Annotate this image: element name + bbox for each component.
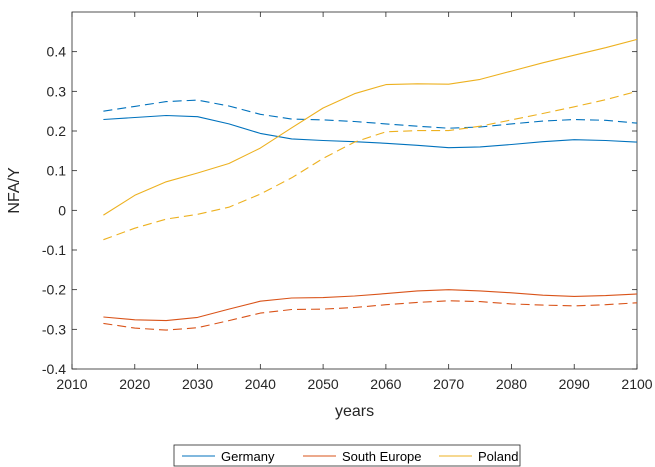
x-tick-label: 2080 bbox=[496, 376, 527, 392]
series-line-0-solid bbox=[103, 114, 638, 149]
y-tick-label: 0 bbox=[58, 202, 66, 218]
series-lines bbox=[103, 38, 638, 331]
x-tick-label: 2050 bbox=[308, 376, 339, 392]
series-line-2-solid bbox=[103, 289, 638, 322]
legend-label: Germany bbox=[221, 449, 275, 464]
y-tick-label: -0.4 bbox=[42, 361, 66, 377]
x-tick-label: 2040 bbox=[245, 376, 276, 392]
x-tick-label: 2090 bbox=[559, 376, 590, 392]
plot-frame bbox=[71, 11, 638, 370]
legend-box bbox=[173, 444, 521, 467]
series-line-3-dashed bbox=[103, 300, 638, 331]
y-tick-label: 0.2 bbox=[47, 123, 67, 139]
y-tick-label: -0.3 bbox=[42, 321, 66, 337]
x-tick-label: 2060 bbox=[370, 376, 401, 392]
y-tick-label: 0.3 bbox=[47, 83, 67, 99]
y-axis: -0.4 -0.3 -0.2 -0.1 0 0.1 0.2 0.3 0.4 bbox=[42, 44, 637, 377]
x-tick-label: 2010 bbox=[56, 376, 87, 392]
x-axis: 2010 2020 2030 2040 2050 2060 2070 2080 2090 2100 bbox=[56, 12, 653, 392]
y-tick-label: 0.4 bbox=[47, 44, 67, 60]
series-line-4-solid bbox=[103, 38, 638, 216]
y-tick-label: -0.1 bbox=[42, 242, 66, 258]
x-tick-label: 2020 bbox=[119, 376, 150, 392]
legend-label: South Europe bbox=[342, 449, 422, 464]
legend-label: Poland bbox=[478, 449, 518, 464]
legend: Germany South Europe Poland bbox=[173, 444, 521, 467]
y-tick-label: 0.1 bbox=[47, 163, 67, 179]
x-axis-label: years bbox=[335, 403, 374, 420]
series-line-1-dashed bbox=[103, 99, 638, 129]
y-tick-label: -0.2 bbox=[42, 282, 66, 298]
x-tick-label: 2100 bbox=[621, 376, 652, 392]
y-axis-label: NFA/Y bbox=[6, 167, 23, 214]
series-line-5-dashed bbox=[103, 90, 638, 241]
plot-area bbox=[71, 11, 638, 370]
x-tick-label: 2030 bbox=[182, 376, 213, 392]
x-tick-label: 2070 bbox=[433, 376, 464, 392]
